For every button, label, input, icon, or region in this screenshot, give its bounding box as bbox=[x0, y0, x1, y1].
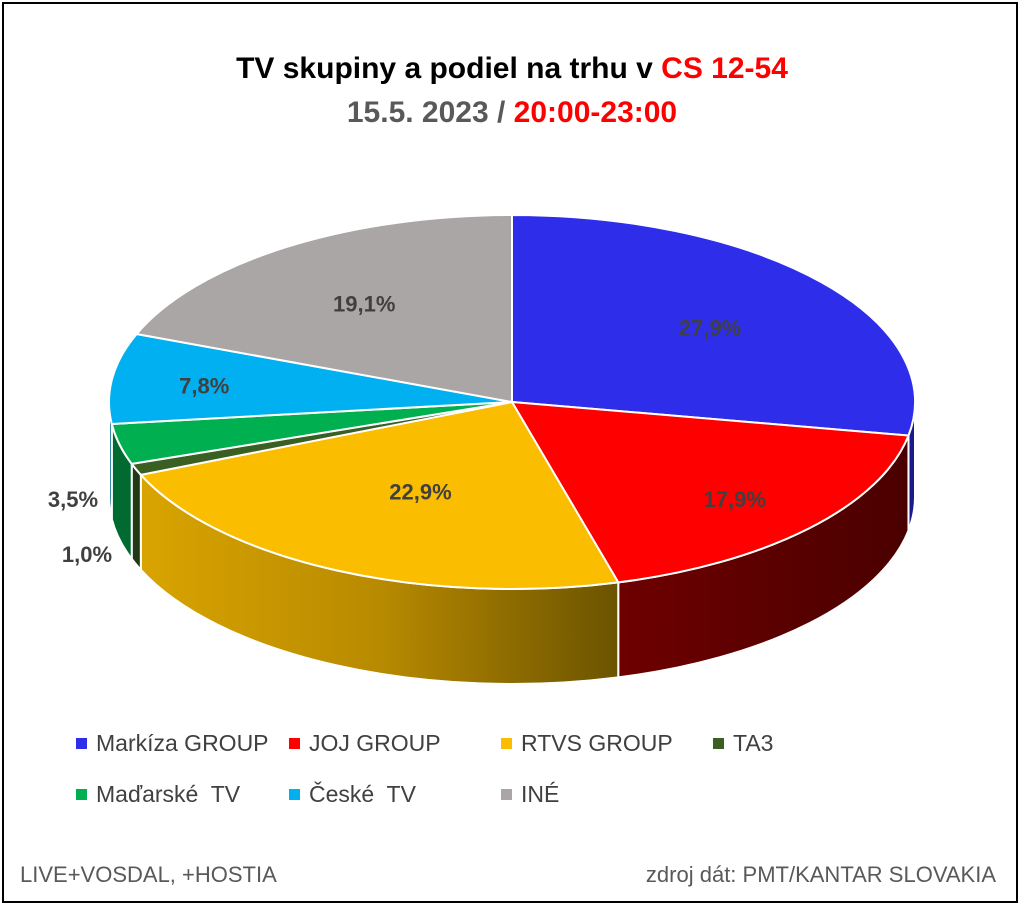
legend-label: TA3 bbox=[733, 730, 774, 756]
legend-swatch bbox=[76, 738, 87, 749]
data-label-5: 7,8% bbox=[179, 374, 229, 399]
legend-label: JOJ GROUP bbox=[309, 730, 441, 756]
legend-swatch bbox=[289, 738, 300, 749]
pie-side-3 bbox=[130, 460, 142, 573]
legend-item-4: Maďarské TV bbox=[76, 781, 240, 808]
legend-swatch bbox=[289, 789, 300, 800]
pie-slice-0 bbox=[511, 213, 916, 437]
legend-label: České TV bbox=[309, 781, 416, 807]
legend-label: RTVS GROUP bbox=[521, 730, 673, 756]
legend-item-2: RTVS GROUP bbox=[501, 730, 673, 757]
pie-slice-2 bbox=[138, 400, 620, 590]
legend-swatch bbox=[501, 738, 512, 749]
data-label-2: 22,9% bbox=[389, 479, 451, 504]
footer-source: zdroj dát: PMT/KANTAR SLOVAKIA bbox=[645, 862, 996, 887]
data-label-3: 1,0% bbox=[62, 542, 112, 567]
legend-label: Markíza GROUP bbox=[96, 730, 269, 756]
pie-slice-1 bbox=[510, 400, 910, 584]
data-label-6: 19,1% bbox=[333, 292, 395, 317]
legend-item-1: JOJ GROUP bbox=[289, 730, 441, 757]
legend-item-5: České TV bbox=[289, 781, 416, 808]
legend-swatch bbox=[501, 789, 512, 800]
legend-item-3: TA3 bbox=[713, 730, 773, 757]
legend-swatch bbox=[76, 789, 87, 800]
pie-slice-5 bbox=[108, 332, 513, 426]
legend-label: INÉ bbox=[521, 781, 560, 807]
legend-item-0: Markíza GROUP bbox=[76, 730, 269, 757]
pie-slice-6 bbox=[134, 213, 513, 404]
legend-label: Maďarské TV bbox=[96, 781, 241, 807]
legend-item-6: INÉ bbox=[501, 781, 559, 808]
data-label-1: 17,9% bbox=[704, 487, 766, 512]
data-label-4: 3,5% bbox=[48, 487, 98, 512]
data-label-0: 27,9% bbox=[679, 315, 741, 340]
chart-title: TV skupiny a podiel na trhu v CS 12-54 bbox=[236, 52, 788, 85]
chart-subtitle: 15.5. 2023 / 20:00-23:00 bbox=[346, 96, 678, 129]
footer-left-note: LIVE+VOSDAL, +HOSTIA bbox=[20, 862, 277, 887]
legend-swatch bbox=[713, 738, 724, 749]
